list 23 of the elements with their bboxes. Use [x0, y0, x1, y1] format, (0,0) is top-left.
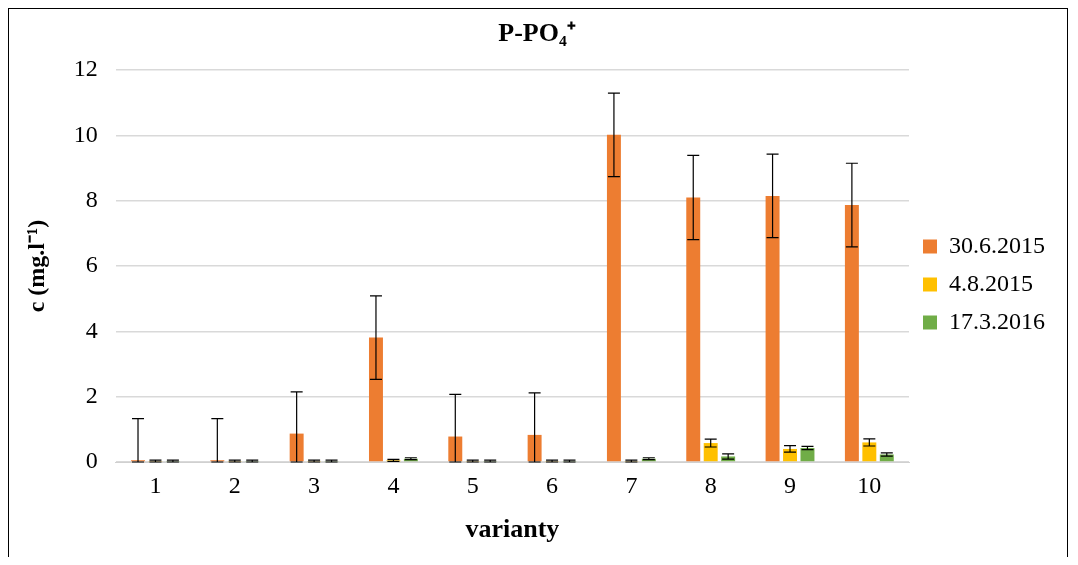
x-tick-label: 10: [857, 471, 882, 498]
chart-title: P-PO₄⁺: [498, 18, 576, 48]
legend-label: 4.8.2015: [949, 269, 1033, 296]
y-tick-label: 8: [85, 186, 98, 213]
x-tick-label: 9: [784, 471, 797, 498]
x-tick-label: 3: [308, 471, 321, 498]
y-axis-title: c (mg.l⁻¹): [22, 219, 49, 313]
x-tick-label: 8: [704, 471, 717, 498]
y-tick-label: 2: [85, 382, 98, 408]
x-tick-label: 7: [625, 471, 638, 498]
x-axis-title: varianty: [465, 514, 560, 544]
y-tick-label: 0: [85, 447, 98, 474]
x-tick-label: 5: [466, 471, 479, 498]
x-tick-label: 2: [228, 471, 241, 498]
x-tick-label: 6: [546, 471, 559, 498]
y-tick-label: 12: [73, 55, 98, 82]
x-tick-label: 4: [387, 471, 400, 498]
y-tick-label: 10: [73, 120, 98, 147]
legend-label: 17.3.2016: [949, 307, 1045, 334]
x-tick-label: 1: [149, 471, 162, 498]
y-tick-label: 6: [85, 251, 98, 278]
y-tick-label: 4: [85, 316, 98, 343]
legend-label: 30.6.2015: [949, 231, 1045, 258]
